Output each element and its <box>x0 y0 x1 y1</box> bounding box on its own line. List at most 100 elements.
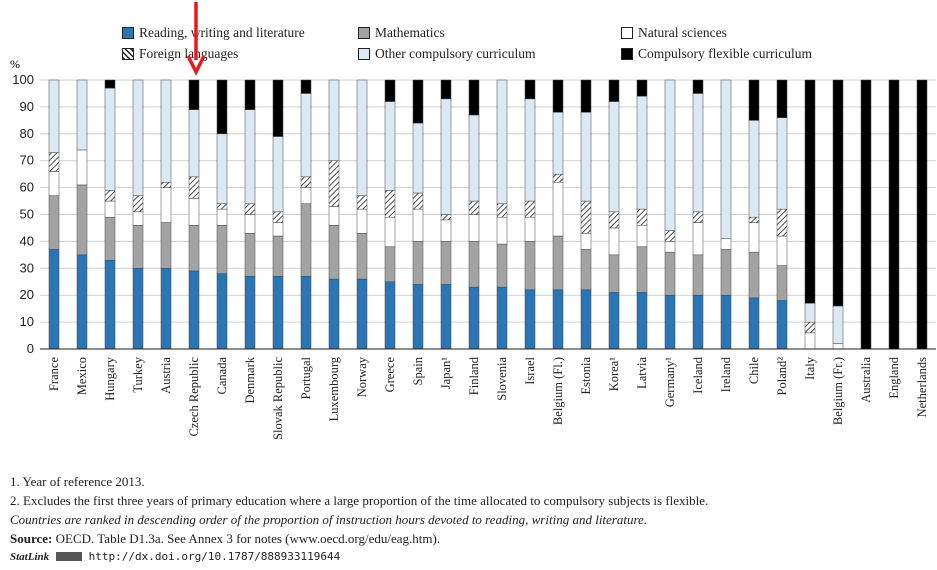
bar-segment-natural <box>300 187 312 204</box>
bar-segment-foreign <box>664 230 676 242</box>
bar-segment-reading <box>692 294 704 350</box>
bar-segment-flexible <box>860 79 872 350</box>
bar-segment-other <box>524 98 536 202</box>
bar-segment-reading <box>552 289 564 350</box>
bar-segment-other <box>720 79 732 239</box>
bar-group <box>244 79 256 350</box>
bar-segment-reading <box>776 300 788 350</box>
legend-label-flexible: Compulsory flexible curriculum <box>638 46 812 61</box>
bar-segment-other <box>440 98 452 215</box>
bar-segment-reading <box>636 292 648 350</box>
x-tick-label: Belgium (Fl.) <box>551 357 565 425</box>
bar-segment-other <box>160 79 172 183</box>
bar-segment-math <box>244 233 256 277</box>
bar-group <box>440 79 452 350</box>
bar-segment-reading <box>48 249 60 350</box>
bar-segment-natural <box>328 206 340 226</box>
bar-segment-math <box>496 243 508 288</box>
bar-segment-flexible <box>776 79 788 118</box>
x-tick-label: Australia <box>859 357 873 403</box>
bar-group <box>748 79 760 350</box>
statlink-label: StatLink <box>10 551 50 563</box>
x-tick-label: England <box>887 356 901 398</box>
bar-segment-math <box>132 225 144 269</box>
bar-segment-natural <box>160 187 172 223</box>
x-tick-label: Japan¹ <box>439 357 453 389</box>
bar-segment-reading <box>440 284 452 350</box>
bar-segment-math <box>608 254 620 293</box>
bar-segment-math <box>48 195 60 250</box>
x-tick-label: France <box>47 357 61 391</box>
x-tick-label: Hungary <box>103 356 117 400</box>
legend-foreign: Foreign languages <box>122 46 238 62</box>
bar-group <box>272 79 284 350</box>
statlink-url-link[interactable]: http://dx.doi.org/10.1787/888933119644 <box>88 550 341 563</box>
x-tick-label: Korea¹ <box>607 357 621 392</box>
bar-segment-other <box>664 79 676 231</box>
x-tick-label: Estonia <box>579 357 593 395</box>
bar-segment-natural <box>104 200 116 218</box>
bar-segment-foreign <box>216 203 228 210</box>
x-tick-label: Slovenia <box>495 357 509 401</box>
x-tick-label: Spain <box>411 356 425 385</box>
bar-segment-other <box>804 303 816 323</box>
bar-segment-other <box>692 93 704 213</box>
bar-group <box>384 79 396 350</box>
bar-segment-math <box>104 216 116 261</box>
y-tick-label: 30 <box>20 260 34 275</box>
legend-label-natural: Natural sciences <box>638 25 727 40</box>
source-line: Source: OECD. Table D1.3a. See Annex 3 f… <box>10 531 440 547</box>
legend-flexible: Compulsory flexible curriculum <box>621 46 812 62</box>
legend-label-foreign: Foreign languages <box>139 46 239 61</box>
bar-segment-flexible <box>440 79 452 100</box>
bar-segment-foreign <box>524 200 536 218</box>
x-tick-label: Israel <box>523 356 537 384</box>
bar-segment-flexible <box>300 79 312 94</box>
y-tick-label: 100 <box>12 72 34 87</box>
bar-segment-foreign <box>552 173 564 183</box>
legend-swatch-reading <box>122 27 134 39</box>
bar-segment-math <box>748 251 760 299</box>
note-3-text: Countries are ranked in descending order… <box>10 512 648 527</box>
x-tick-label: Denmark <box>243 356 257 403</box>
bar-segment-other <box>552 112 564 175</box>
bar-segment-natural <box>468 214 480 242</box>
bar-group <box>300 79 312 350</box>
bar-segment-math <box>272 235 284 277</box>
bar-segment-flexible <box>244 79 256 110</box>
bar-segment-reading <box>748 297 760 350</box>
y-tick-label: 50 <box>20 207 34 222</box>
y-tick-label: 20 <box>20 287 34 302</box>
bar-segment-other <box>832 305 844 344</box>
bar-segment-natural <box>524 216 536 242</box>
bar-group <box>188 79 200 350</box>
y-tick-label: 90 <box>20 99 34 114</box>
bar-segment-natural <box>244 214 256 234</box>
bar-segment-foreign <box>104 190 116 202</box>
bar-group <box>468 79 480 350</box>
bar-segment-natural <box>832 343 844 350</box>
bar-segment-math <box>636 246 648 293</box>
bar-segment-flexible <box>216 79 228 135</box>
bar-segment-flexible <box>888 79 900 350</box>
bar-segment-foreign <box>804 321 816 334</box>
bar-segment-natural <box>664 241 676 253</box>
bar-segment-natural <box>804 332 816 350</box>
bar-segment-foreign <box>272 211 284 223</box>
bar-segment-math <box>188 225 200 272</box>
x-tick-label: Portugal <box>299 356 313 399</box>
bar-segment-natural <box>720 238 732 250</box>
x-tick-label: Turkey <box>131 356 145 392</box>
bar-segment-foreign <box>160 181 172 188</box>
bar-segment-other <box>216 133 228 204</box>
bar-segment-natural <box>76 149 88 186</box>
bar-segment-foreign <box>748 216 760 223</box>
bar-segment-foreign <box>356 195 368 210</box>
bar-segment-natural <box>48 171 60 196</box>
bar-group <box>636 79 648 350</box>
bar-group <box>552 79 564 350</box>
bar-segment-foreign <box>496 203 508 218</box>
bar-segment-math <box>412 241 424 285</box>
bar-segment-natural <box>188 198 200 226</box>
bar-segment-reading <box>160 268 172 350</box>
